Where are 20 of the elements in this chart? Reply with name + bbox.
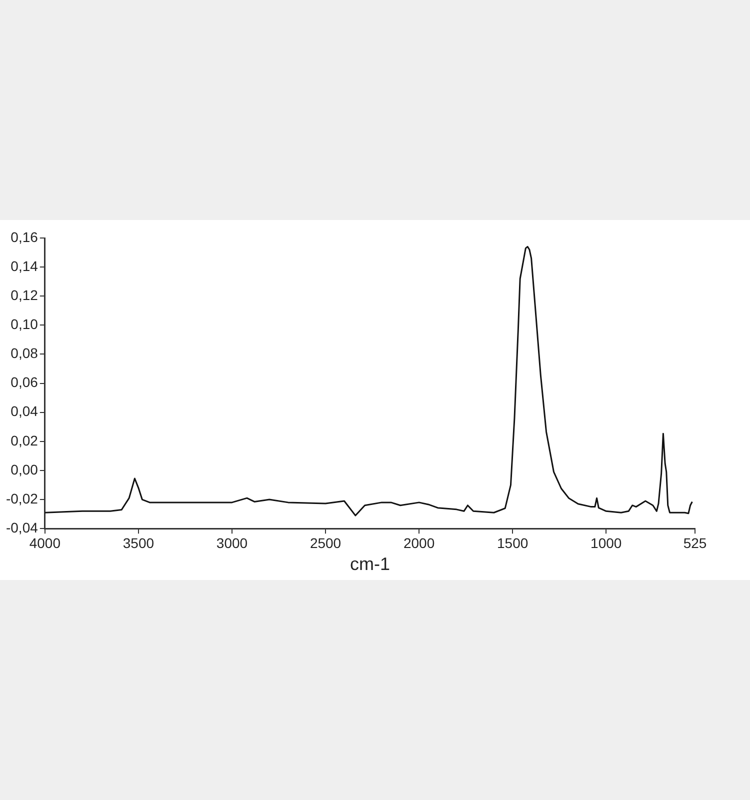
y-tick-label: 0,06 xyxy=(10,374,38,390)
y-tick-label: 0,00 xyxy=(10,461,38,478)
y-tick-label: -0,04 xyxy=(6,519,38,536)
x-tick-label: 3500 xyxy=(122,534,154,551)
x-tick-label: 1000 xyxy=(590,534,622,551)
x-tick-label: 525 xyxy=(683,534,707,551)
y-tick-label: 0,08 xyxy=(10,345,38,362)
x-tick-label: 3000 xyxy=(216,534,248,551)
y-tick-label: 0,10 xyxy=(10,316,38,332)
y-tick-label: 0,14 xyxy=(10,258,38,274)
x-tick-label: 4000 xyxy=(29,534,61,551)
y-tick-label: 0,02 xyxy=(10,432,38,448)
y-tick-label: 0,16 xyxy=(10,228,38,245)
x-tick-label: 1500 xyxy=(497,534,528,551)
y-tick-label: 0,12 xyxy=(10,286,38,303)
x-axis-title: cm-1 xyxy=(350,554,390,574)
x-tick-label: 2500 xyxy=(310,534,342,551)
y-tick-label: 0,04 xyxy=(10,403,38,420)
x-tick-label: 2000 xyxy=(403,534,435,551)
y-tick-label: -0,02 xyxy=(6,490,38,506)
